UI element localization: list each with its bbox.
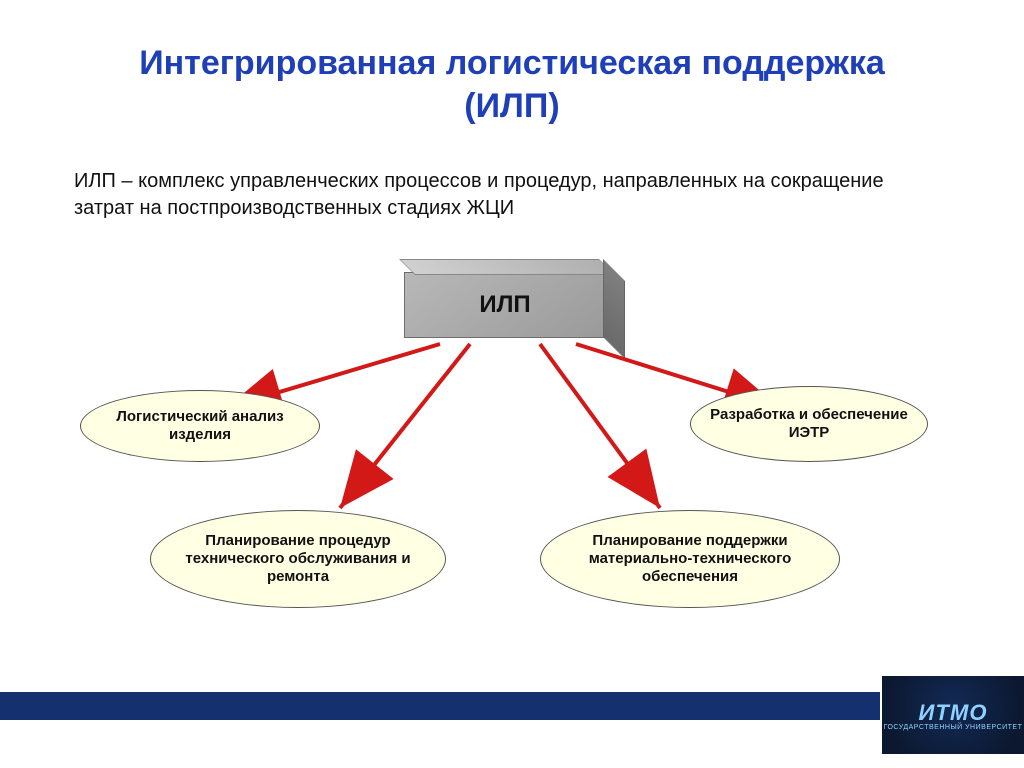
leaf-label: Планирование поддержки материально-техни…: [555, 532, 825, 586]
logo-subtext: ГОСУДАРСТВЕННЫЙ УНИВЕРСИТЕТ: [884, 724, 1023, 731]
footer-bar: [0, 692, 880, 720]
slide-subtitle: ИЛП – комплекс управленческих процессов …: [74, 168, 944, 222]
leaf-label: Разработка и обеспечение ИЭТР: [705, 406, 913, 442]
slide-title: Интегрированная логистическая поддержка …: [90, 42, 934, 127]
leaf-label: Планирование процедур технического обслу…: [165, 532, 431, 586]
diagram-root-node: ИЛП: [404, 272, 606, 338]
leaf-maintenance-plan: Планирование процедур технического обслу…: [150, 510, 446, 608]
logo-itmo: ИТМО ГОСУДАРСТВЕННЫЙ УНИВЕРСИТЕТ: [882, 676, 1024, 754]
leaf-logistic-analysis: Логистический анализ изделия: [80, 390, 320, 462]
arrow-2: [540, 344, 660, 508]
arrow-1: [340, 344, 470, 508]
slide: Интегрированная логистическая поддержка …: [0, 0, 1024, 768]
leaf-label: Логистический анализ изделия: [95, 408, 305, 444]
leaf-ietr: Разработка и обеспечение ИЭТР: [690, 386, 928, 462]
leaf-mts-plan: Планирование поддержки материально-техни…: [540, 510, 840, 608]
diagram-root-label: ИЛП: [479, 291, 530, 319]
diagram-root-box: ИЛП: [404, 272, 606, 338]
logo-text: ИТМО: [919, 700, 988, 726]
